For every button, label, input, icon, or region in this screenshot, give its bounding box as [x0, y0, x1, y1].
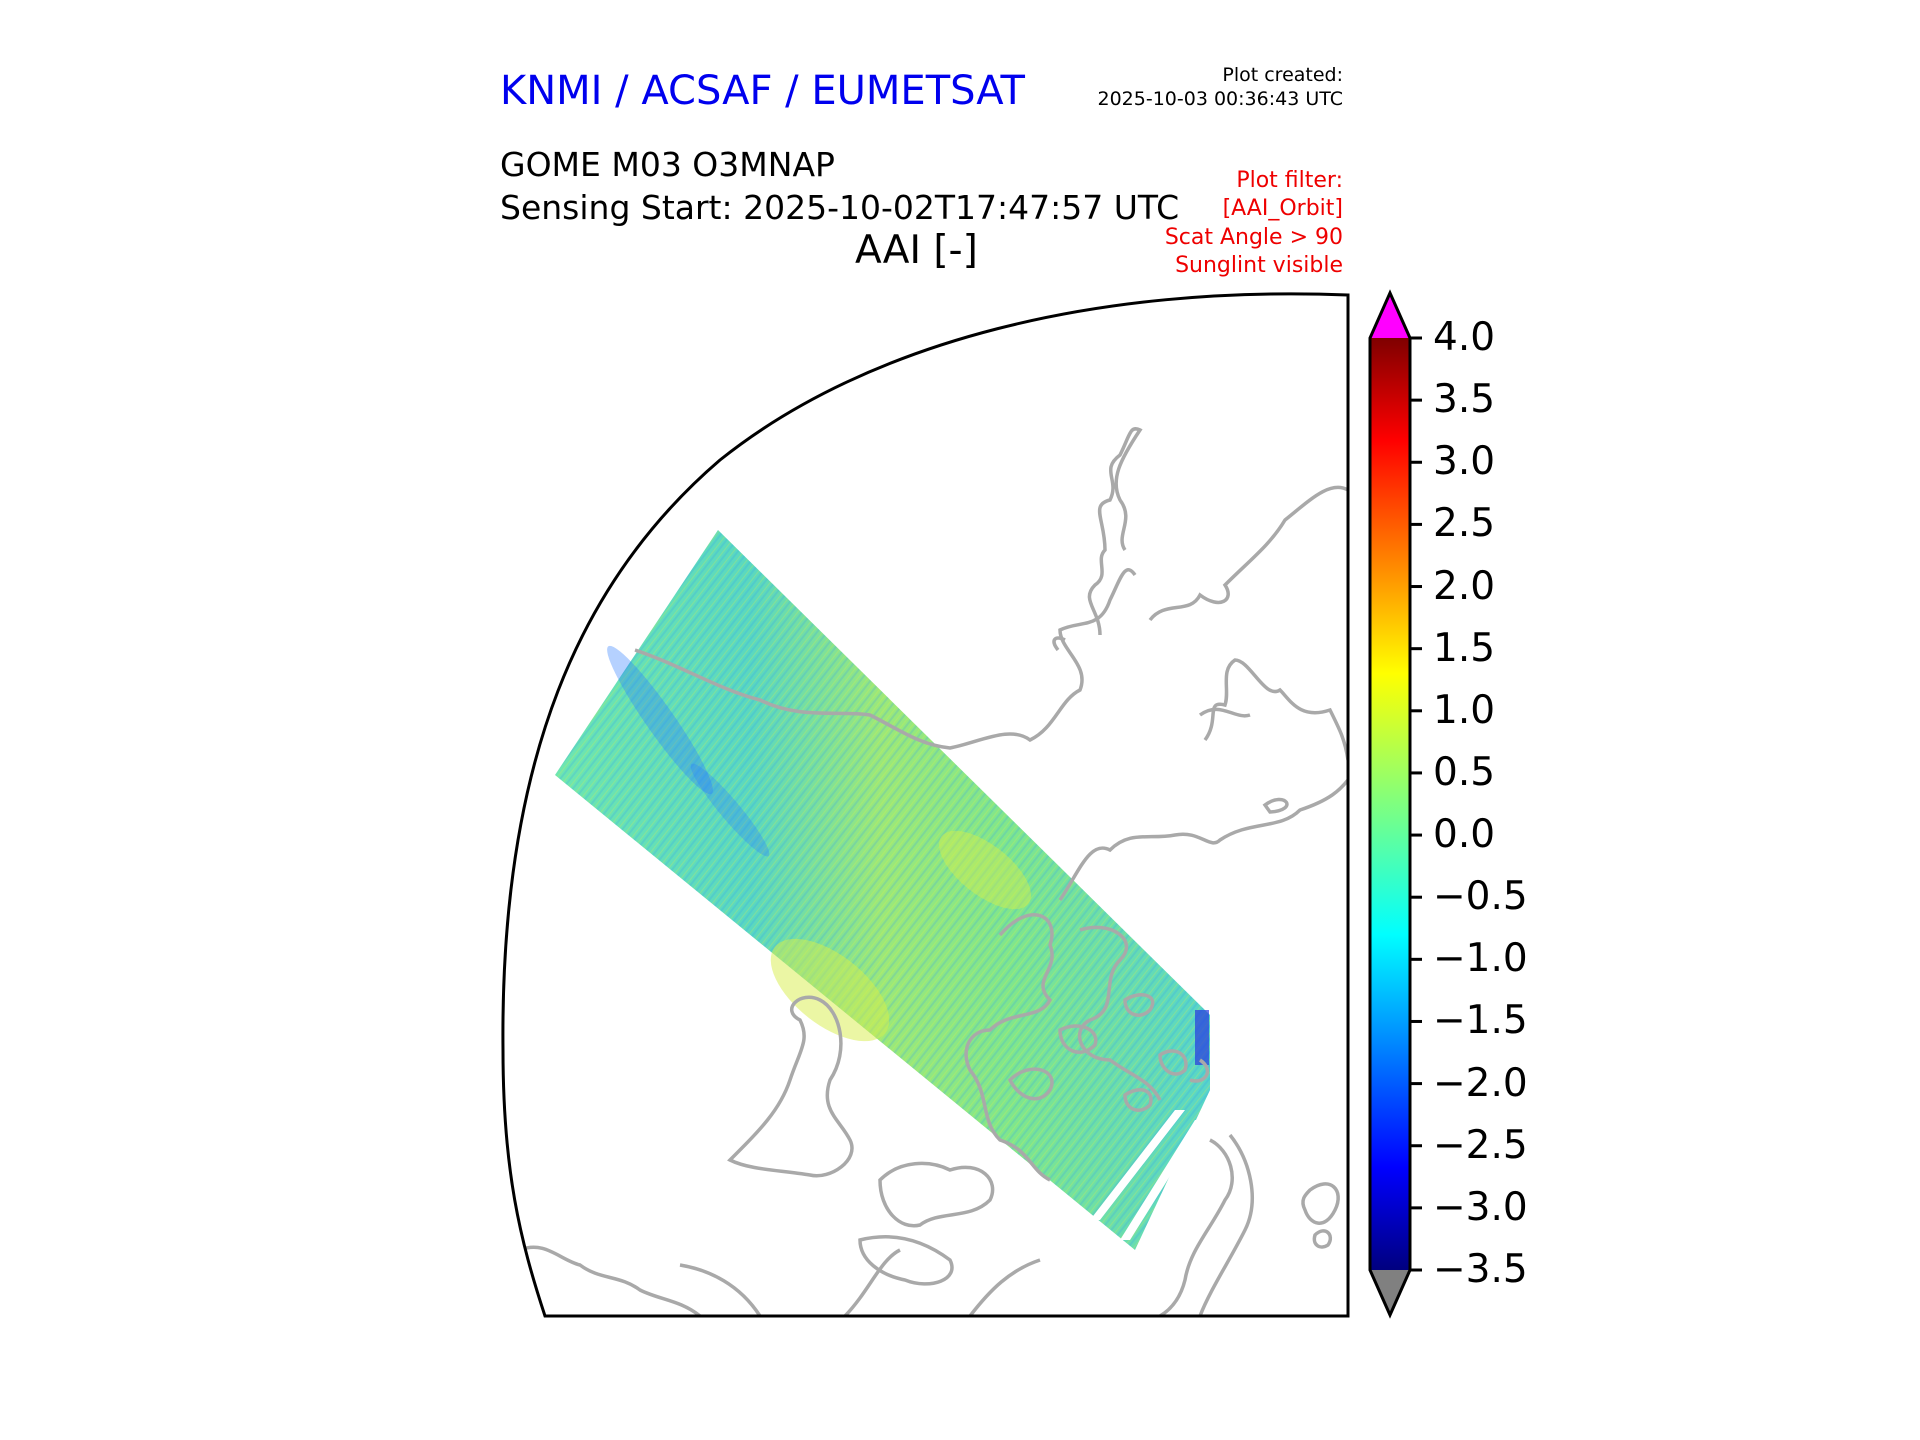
swath-texture	[555, 530, 1210, 1250]
plot-filter-orbit: [AAI_Orbit]	[1222, 196, 1343, 221]
plot-filter-sunglint: Sunglint visible	[1175, 253, 1343, 278]
plot-filter-label: Plot filter:	[1236, 168, 1343, 193]
coastlines	[519, 427, 1348, 1316]
coastline	[878, 1161, 995, 1228]
coastline	[968, 1258, 1041, 1316]
coastline	[1198, 707, 1251, 718]
swath-gap	[1090, 1110, 1185, 1220]
data-swath	[555, 530, 1210, 1250]
colorbar-tick-label: −2.0	[1433, 1060, 1528, 1106]
coastline	[964, 913, 1054, 1182]
coastline	[1007, 1067, 1054, 1101]
coastline	[1058, 778, 1348, 901]
coastline	[1158, 1049, 1188, 1076]
colorbar-over-triangle	[1370, 293, 1410, 338]
colorbar-tick-label: 2.0	[1433, 563, 1496, 609]
colorbar-tick-label: 2.5	[1433, 501, 1496, 547]
swath-yellow-patch	[939, 830, 1031, 910]
coastline	[634, 568, 1137, 750]
colorbar-under-triangle	[1370, 1270, 1410, 1315]
colorbar-tick-label: 1.5	[1433, 625, 1496, 671]
colorbar-tick-label: −1.0	[1433, 936, 1528, 982]
coastline	[679, 1263, 762, 1316]
colorbar-tick-label: −3.5	[1433, 1247, 1528, 1292]
coastline	[1123, 1088, 1153, 1112]
coastline	[1052, 636, 1066, 652]
coastline	[1262, 797, 1289, 814]
colorbar-tick-label: −2.5	[1433, 1122, 1528, 1168]
colorbar-tick-label: 0.0	[1433, 812, 1496, 858]
coastline	[1123, 993, 1155, 1017]
coastline	[1078, 925, 1162, 1101]
plot-filter-scat-angle: Scat Angle > 90	[1164, 225, 1343, 250]
swath-edge-blue	[1195, 1010, 1209, 1065]
colorbar-tick-label: 3.5	[1433, 377, 1496, 423]
colorbar-tick-label: 4.0	[1433, 315, 1496, 360]
organization-title: KNMI / ACSAF / EUMETSAT	[500, 68, 1025, 114]
colorbar-gradient	[1370, 338, 1410, 1270]
coastline	[519, 1245, 702, 1316]
map-boundary	[501, 292, 1350, 1318]
coastline	[727, 995, 854, 1178]
colorbar-tick-label: 0.5	[1433, 749, 1496, 795]
coastline	[1087, 427, 1143, 636]
coastline	[1058, 1024, 1098, 1054]
coastline	[1203, 658, 1348, 761]
colorbar-tick-label: 1.0	[1433, 687, 1496, 733]
coastline	[843, 1248, 901, 1316]
product-title: GOME M03 O3MNAP	[500, 145, 835, 184]
swath-blue-streak	[607, 645, 713, 795]
coastline	[1198, 1133, 1254, 1316]
coastline	[1189, 1058, 1210, 1083]
coastline	[1159, 1138, 1234, 1316]
sensing-start: Sensing Start: 2025-10-02T17:47:57 UTC	[500, 188, 1180, 227]
swath-gap	[1120, 1120, 1205, 1240]
colorbar-tick-label: 3.0	[1433, 439, 1496, 485]
coastline	[1301, 1182, 1340, 1225]
colorbar-tick-label: −3.0	[1433, 1184, 1528, 1230]
plot-created-time: 2025-10-03 00:36:43 UTC	[1097, 88, 1344, 110]
swath-blue-streak	[690, 763, 770, 857]
coastline	[1148, 485, 1348, 622]
coastline	[1312, 1229, 1333, 1249]
colorbar-tick-label: −0.5	[1433, 874, 1528, 920]
swath-yellow-patch	[770, 938, 890, 1042]
colorbar-tick-label: −1.5	[1433, 998, 1528, 1044]
variable-title: AAI [-]	[855, 228, 978, 273]
coastline	[858, 1235, 954, 1286]
colorbar-tick-marks	[1410, 336, 1422, 1272]
plot-created-label: Plot created:	[1222, 64, 1343, 86]
